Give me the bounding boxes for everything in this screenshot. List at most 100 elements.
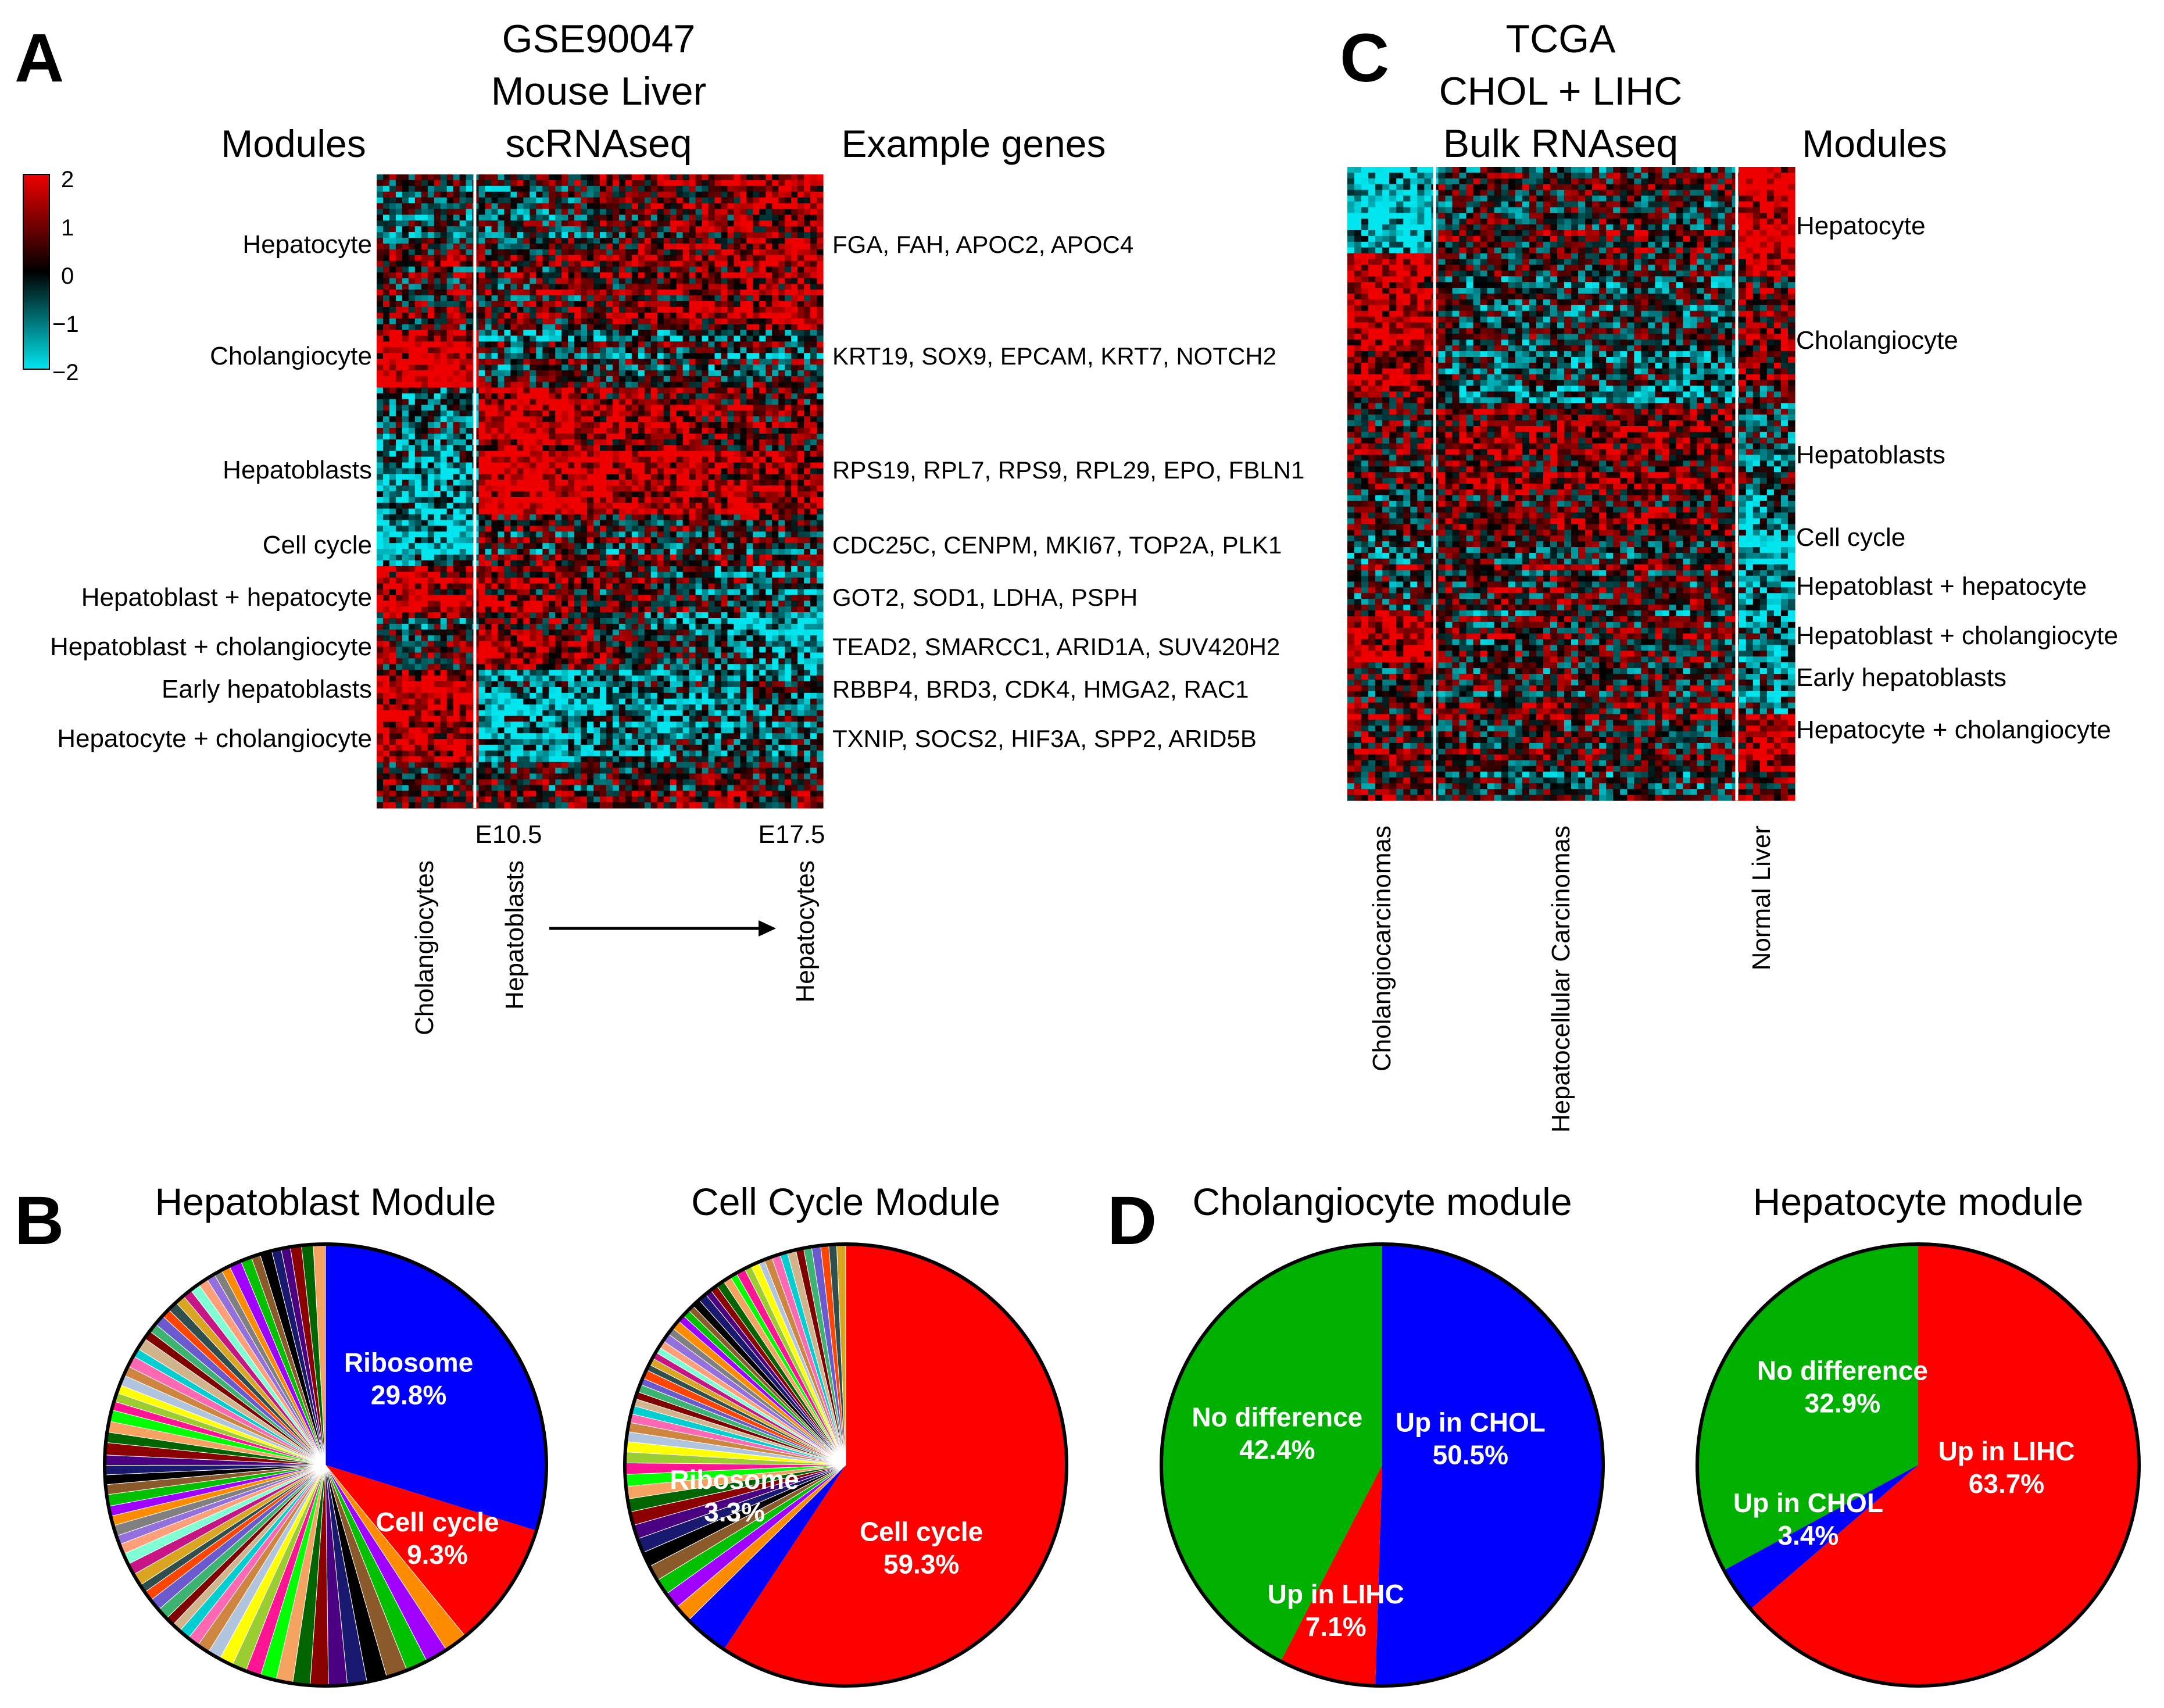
heatmap-cell bbox=[708, 462, 716, 469]
heatmap-cell bbox=[708, 341, 716, 348]
heatmap-cell bbox=[414, 491, 422, 498]
heatmap-cell bbox=[606, 197, 613, 204]
heatmap-cell bbox=[810, 295, 817, 302]
heatmap-cell bbox=[434, 215, 441, 221]
heatmap-cell bbox=[638, 232, 645, 238]
heatmap-cell bbox=[600, 215, 607, 221]
heatmap-cell bbox=[766, 232, 772, 238]
heatmap-cell bbox=[804, 393, 811, 400]
heatmap-cell bbox=[817, 468, 824, 474]
heatmap-cell bbox=[734, 180, 741, 187]
heatmap-cell bbox=[689, 502, 696, 509]
heatmap-cell bbox=[631, 312, 639, 319]
heatmap-cell bbox=[600, 462, 607, 469]
heatmap-cell bbox=[561, 312, 568, 319]
heatmap-cell bbox=[523, 508, 530, 515]
heatmap-cell bbox=[740, 232, 747, 238]
heatmap-cell bbox=[791, 468, 798, 474]
heatmap-cell bbox=[714, 232, 722, 238]
heatmap-cell bbox=[466, 290, 473, 296]
heatmap-cell bbox=[561, 428, 568, 434]
heatmap-cell bbox=[734, 462, 741, 469]
heatmap-cell bbox=[766, 531, 772, 538]
heatmap-cell bbox=[676, 301, 684, 308]
heatmap-cell bbox=[791, 324, 798, 331]
heatmap-cell bbox=[581, 485, 588, 492]
heatmap-cell bbox=[510, 399, 517, 405]
heatmap-cell bbox=[817, 324, 824, 331]
heatmap-cell bbox=[523, 347, 530, 353]
heatmap-cell bbox=[612, 537, 620, 544]
heatmap-cell bbox=[593, 330, 600, 337]
heatmap-cell bbox=[695, 571, 703, 578]
heatmap-cell bbox=[676, 410, 684, 417]
heatmap-cell bbox=[523, 381, 530, 388]
heatmap-cell bbox=[555, 468, 562, 474]
heatmap-cell bbox=[466, 543, 473, 549]
heatmap-cell bbox=[517, 531, 524, 538]
heatmap-cell bbox=[542, 474, 549, 480]
heatmap-cell bbox=[759, 445, 766, 452]
heatmap-cell bbox=[568, 238, 575, 244]
heatmap-cell bbox=[785, 191, 792, 198]
heatmap-cell bbox=[721, 531, 728, 538]
heatmap-cell bbox=[721, 272, 728, 278]
heatmap-cell bbox=[810, 531, 817, 538]
heatmap-cell bbox=[402, 180, 409, 187]
heatmap-cell bbox=[498, 306, 505, 313]
heatmap-cell bbox=[414, 215, 422, 221]
heatmap-cell bbox=[810, 468, 817, 474]
heatmap-cell bbox=[753, 365, 760, 371]
heatmap-cell bbox=[804, 566, 811, 573]
heatmap-cell bbox=[498, 428, 505, 434]
heatmap-cell bbox=[727, 174, 734, 181]
heatmap-cell bbox=[734, 496, 741, 503]
heatmap-cell bbox=[644, 566, 652, 573]
heatmap-cell bbox=[721, 185, 728, 192]
heatmap-cell bbox=[446, 428, 454, 434]
heatmap-cell bbox=[593, 491, 600, 498]
heatmap-cell bbox=[650, 284, 658, 290]
heatmap-cell bbox=[817, 260, 824, 267]
heatmap-cell bbox=[785, 410, 792, 417]
heatmap-cell bbox=[778, 393, 785, 400]
heatmap-cell bbox=[382, 290, 390, 296]
heatmap-cell bbox=[542, 405, 549, 411]
heatmap-cell bbox=[804, 370, 811, 377]
heatmap-cell bbox=[791, 422, 798, 428]
heatmap-cell bbox=[453, 485, 460, 492]
heatmap-cell bbox=[574, 387, 581, 394]
heatmap-cell bbox=[408, 185, 416, 192]
heatmap-cell bbox=[377, 480, 384, 486]
heatmap-cell bbox=[766, 399, 772, 405]
heatmap-cell bbox=[395, 474, 403, 480]
heatmap-cell bbox=[644, 491, 652, 498]
heatmap-cell bbox=[382, 191, 390, 198]
heatmap-cell bbox=[618, 451, 626, 458]
heatmap-cell bbox=[618, 376, 626, 383]
heatmap-cell bbox=[478, 474, 486, 480]
heatmap-cell bbox=[389, 405, 396, 411]
heatmap-cell bbox=[810, 571, 817, 578]
heatmap-cell bbox=[663, 185, 671, 192]
heatmap-cell bbox=[721, 399, 728, 405]
heatmap-cell bbox=[810, 249, 817, 256]
heatmap-cell bbox=[734, 306, 741, 313]
heatmap-cell bbox=[746, 474, 753, 480]
heatmap-cell bbox=[638, 180, 645, 187]
heatmap-cell bbox=[466, 260, 473, 267]
heatmap-cell bbox=[695, 543, 703, 549]
heatmap-cell bbox=[702, 566, 709, 573]
heatmap-cell bbox=[625, 531, 632, 538]
heatmap-cell bbox=[644, 306, 652, 313]
heatmap-cell bbox=[593, 220, 600, 227]
heatmap-cell bbox=[395, 376, 403, 383]
heatmap-cell bbox=[542, 508, 549, 515]
heatmap-cell bbox=[702, 422, 709, 428]
heatmap-cell bbox=[606, 456, 613, 463]
heatmap-cell bbox=[785, 571, 792, 578]
heatmap-cell bbox=[504, 410, 511, 417]
heatmap-cell bbox=[797, 324, 804, 331]
heatmap-cell bbox=[797, 266, 804, 273]
heatmap-cell bbox=[446, 508, 454, 515]
